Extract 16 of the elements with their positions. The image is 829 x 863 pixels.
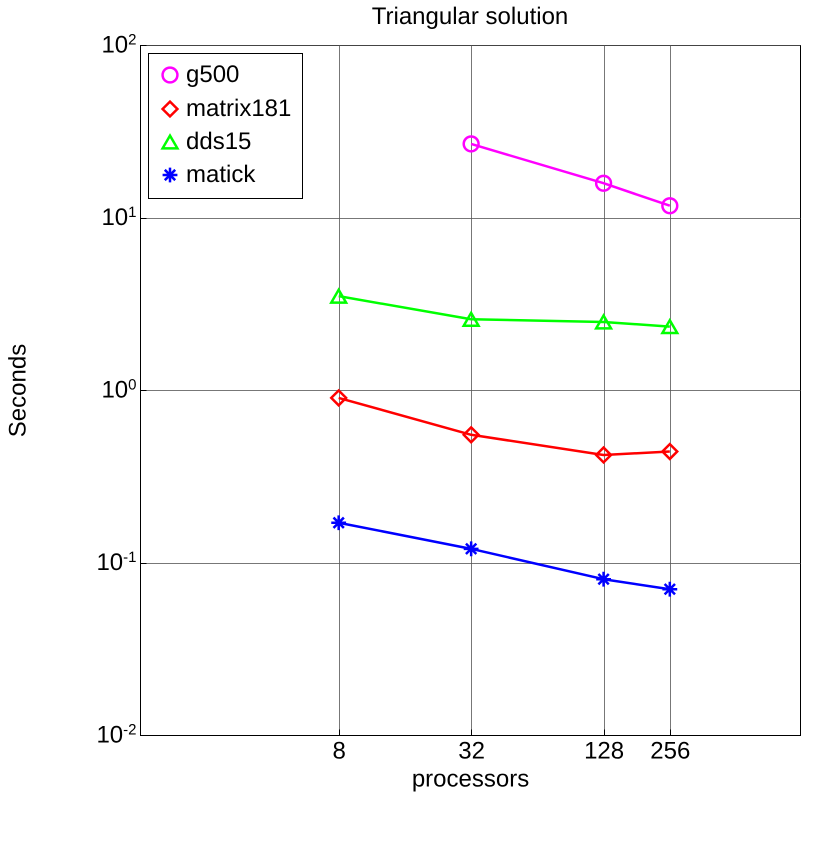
legend-label: matrix181 xyxy=(186,95,292,122)
y-axis-title: Seconds xyxy=(4,344,32,438)
legend-label: g500 xyxy=(186,61,240,88)
legend-label: matick xyxy=(186,161,256,188)
x-tick-label: 8 xyxy=(332,738,346,764)
chart-title: Triangular solution xyxy=(372,3,568,30)
x-tick-label: 32 xyxy=(458,738,485,764)
y-tick-label: 10$^{0}$ xyxy=(101,376,136,404)
y-tick-label: 10$^{-2}$ xyxy=(96,721,136,748)
y-tick-label: 10$^{-1}$ xyxy=(96,548,136,576)
x-tick-label: 256 xyxy=(650,738,690,764)
x-tick-label: 128 xyxy=(584,738,624,764)
y-tick-label: 10$^{1}$ xyxy=(101,204,136,231)
y-tick-label: 10$^{2}$ xyxy=(101,31,136,58)
x-axis-title: processors xyxy=(412,766,530,792)
legend-label: dds15 xyxy=(186,128,252,155)
